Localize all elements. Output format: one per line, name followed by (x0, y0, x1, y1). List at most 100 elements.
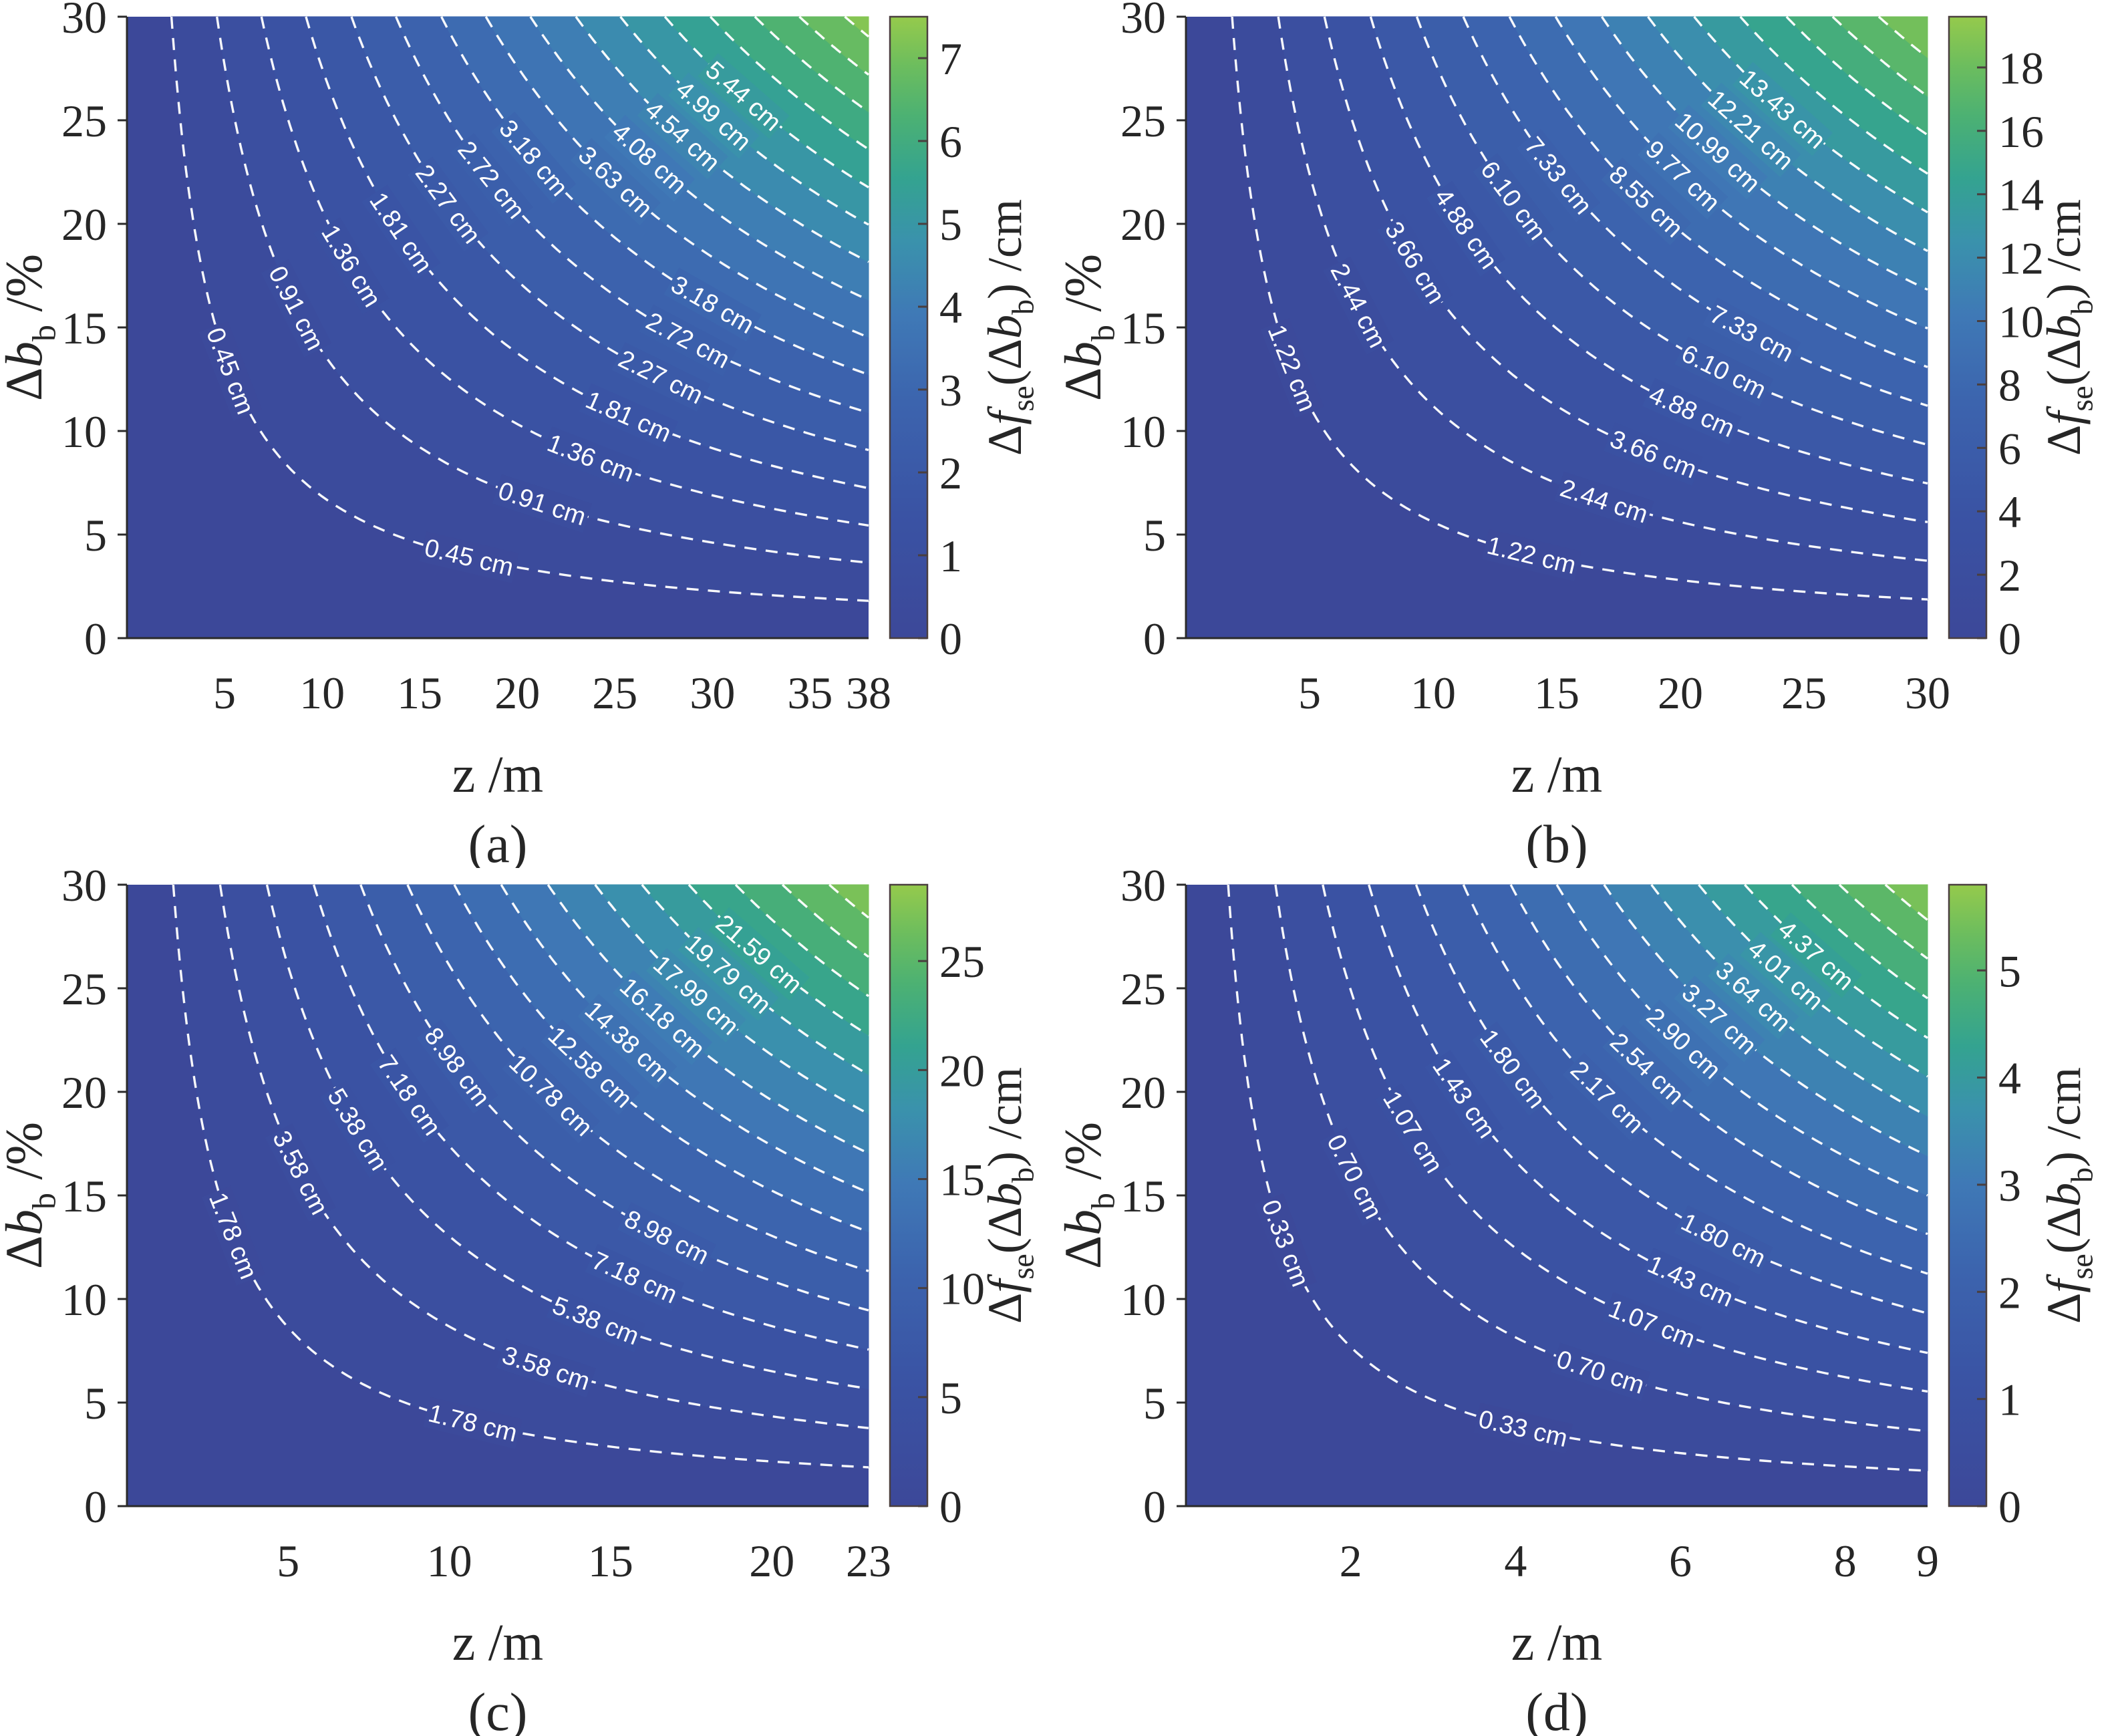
y-tick-label: 5 (84, 1378, 107, 1429)
x-tick-label: 2 (1340, 1536, 1362, 1586)
contour-line (1603, 884, 1928, 1157)
contour-line (1877, 15, 1929, 59)
contour-line (395, 16, 869, 414)
svg-text:Δfse(Δbb) /cm: Δfse(Δbb) /cm (2037, 199, 2099, 456)
contour-plot-a: 0.45 cm0.45 cm0.91 cm0.91 cm1.36 cm1.36 … (0, 0, 1040, 868)
y-axis-label: Δbb /% (1059, 1122, 1121, 1269)
colorbar-label: Δfse(Δbb) /cm (978, 1067, 1040, 1324)
x-tick-label: 15 (588, 1536, 633, 1586)
contour-line (1227, 884, 1928, 1472)
contour-line (1739, 15, 1928, 175)
svg-text:Δbb /%: Δbb /% (0, 1122, 62, 1269)
colorbar-tick-label: 2 (939, 448, 962, 498)
colorbar-label: Δfse(Δbb) /cm (2037, 199, 2099, 456)
x-tick-label: 20 (749, 1536, 794, 1586)
svg-text:Δfse(Δbb) /cm: Δfse(Δbb) /cm (978, 1067, 1040, 1324)
x-tick-label: 20 (1658, 668, 1703, 718)
colorbar-tick-label: 0 (1998, 1481, 2021, 1532)
contour-line (1369, 16, 1928, 485)
contour-line (798, 15, 869, 76)
colorbar-tick-label: 4 (1998, 486, 2021, 537)
axes: 0 5 10 15 20 25 30 5 10 15 20 23 (61, 868, 891, 1586)
panel-b: 1.22 cm 1.22 cm 2.44 cm 2.44 cm 3.66 cm 3.66 … (1059, 0, 2118, 868)
contour-line (1791, 883, 1928, 1000)
x-tick-label: 6 (1669, 1536, 1692, 1586)
x-tick-label: 10 (299, 668, 345, 718)
contour-line (1277, 16, 1928, 562)
colorbar-gradient (1948, 15, 1988, 639)
y-tick-label: 5 (1143, 1378, 1166, 1429)
panel-caption: (a) (468, 815, 528, 868)
svg-text:Δfse(Δbb) /cm: Δfse(Δbb) /cm (978, 199, 1040, 456)
colorbar: 0 2 4 6 8 10 12 14 16 18 Δfse(Δbb) /cm (1948, 15, 2099, 664)
contour-line (709, 15, 869, 150)
x-tick-label: 5 (1298, 668, 1321, 718)
contour-line (312, 884, 869, 1351)
contour-line (260, 16, 869, 527)
panel-caption: (b) (1525, 815, 1587, 868)
x-axis-label: z /m (452, 745, 543, 803)
y-tick-label: 15 (1120, 1171, 1166, 1221)
colorbar-tick-label: 0 (939, 1481, 962, 1532)
contour-line (305, 16, 869, 490)
y-tick-label: 25 (61, 96, 107, 146)
contour-line (1414, 884, 1928, 1315)
axes: 0 5 10 15 20 25 30 5 10 15 20 25 30 35 38 (61, 0, 891, 718)
axes: 0 5 10 15 20 25 30 2 4 6 8 9 (1120, 868, 1939, 1586)
y-tick-label: 0 (84, 1481, 107, 1532)
colorbar-tick-label: 14 (1998, 170, 2044, 221)
colorbar-tick-label: 6 (1998, 423, 2021, 474)
svg-text:Δbb /%: Δbb /% (0, 254, 62, 401)
colorbar-tick-label: 0 (1998, 613, 2021, 664)
contour-line (1838, 883, 1928, 960)
contour-line (1509, 884, 1928, 1236)
y-tick-label: 30 (1120, 868, 1166, 911)
colorbar-gradient (889, 883, 929, 1507)
y-tick-label: 10 (1120, 1274, 1166, 1325)
y-tick-label: 20 (61, 1067, 107, 1118)
colorbar-gradient (889, 15, 929, 639)
x-tick-label: 10 (1410, 668, 1456, 718)
contour-line (1231, 16, 1928, 601)
y-tick-label: 15 (61, 1171, 107, 1221)
colorbar-tick-label: 10 (939, 1264, 985, 1314)
svg-text:Δbb /%: Δbb /% (1059, 254, 1121, 401)
x-tick-label: 15 (397, 668, 442, 718)
svg-text:Δfse(Δbb) /cm: Δfse(Δbb) /cm (2037, 1067, 2099, 1324)
contour-line (440, 16, 869, 376)
y-tick-label: 10 (1120, 406, 1166, 457)
y-axis-label: Δbb /% (0, 254, 62, 401)
contour-line (641, 883, 869, 1076)
y-tick-label: 20 (1120, 199, 1166, 250)
colorbar-tick-label: 7 (939, 33, 962, 84)
contour-line (170, 16, 869, 602)
contour-line (1368, 884, 1928, 1354)
contour-line (734, 883, 869, 998)
y-tick-label: 25 (1120, 96, 1166, 146)
contour-line (1698, 883, 1928, 1078)
colorbar: 0 1 2 3 4 5 Δfse(Δbb) /cm (1948, 883, 2099, 1532)
y-tick-label: 20 (61, 199, 107, 250)
contour-line (547, 884, 869, 1155)
x-tick-label: 25 (592, 668, 637, 718)
y-tick-label: 30 (61, 868, 107, 911)
contour-line (828, 883, 870, 919)
x-tick-label: 5 (213, 668, 236, 718)
contour-line (781, 883, 870, 958)
contour-line (1462, 16, 1928, 407)
colorbar-tick-label: 2 (1998, 1267, 2021, 1318)
panel-c: 1.78 cm 1.78 cm 3.58 cm 3.58 cm 5.38 cm 5.38 … (0, 868, 1059, 1736)
contour-line (1508, 16, 1928, 368)
y-tick-label: 15 (61, 303, 107, 353)
x-tick-label: 30 (1905, 668, 1950, 718)
colorbar-tick-label: 0 (939, 613, 962, 664)
x-axis-label: z /m (1511, 745, 1602, 803)
y-axis-label: Δbb /% (1059, 254, 1121, 401)
panel-caption: (c) (468, 1683, 528, 1736)
x-tick-label: 15 (1534, 668, 1579, 718)
contour-line (1600, 16, 1928, 291)
y-tick-label: 15 (1120, 303, 1166, 353)
y-tick-label: 20 (1120, 1067, 1166, 1118)
y-tick-label: 10 (61, 406, 107, 457)
y-tick-label: 30 (61, 0, 107, 43)
